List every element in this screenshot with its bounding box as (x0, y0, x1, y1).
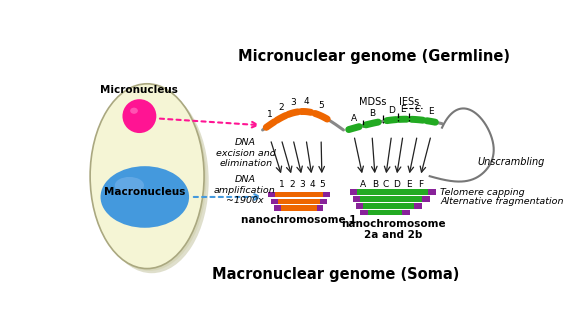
Text: A: A (351, 114, 357, 123)
Bar (271, 199, 278, 204)
Bar (428, 189, 436, 195)
Text: nanochromosome 1: nanochromosome 1 (241, 215, 357, 225)
Text: A: A (360, 180, 366, 189)
Text: 3: 3 (290, 98, 296, 108)
Text: E: E (400, 105, 406, 114)
Text: Macronuclear genome (Soma): Macronuclear genome (Soma) (212, 267, 459, 282)
Text: B: B (369, 109, 375, 118)
Text: Micronuclear genome (Germline): Micronuclear genome (Germline) (238, 49, 510, 64)
Bar (414, 203, 422, 209)
Text: Micronucleus: Micronucleus (100, 84, 178, 95)
Text: 4: 4 (309, 180, 315, 189)
Bar (360, 196, 423, 201)
Bar (317, 205, 324, 211)
Bar (280, 205, 317, 211)
Text: E: E (406, 180, 412, 189)
Bar (402, 210, 409, 215)
Text: 4: 4 (303, 97, 309, 106)
Text: E: E (428, 107, 434, 116)
Bar (422, 196, 430, 201)
Ellipse shape (130, 108, 138, 114)
Text: 5: 5 (318, 101, 324, 111)
Bar (356, 203, 364, 209)
Text: Alternative fragmentation: Alternative fragmentation (440, 197, 564, 206)
Ellipse shape (115, 177, 144, 194)
Bar (322, 192, 329, 197)
Ellipse shape (95, 88, 209, 273)
Bar (362, 203, 415, 209)
Text: Macronucleus: Macronucleus (104, 186, 186, 197)
Ellipse shape (92, 86, 206, 271)
Text: IESs: IESs (399, 97, 419, 107)
Text: Unscrambling: Unscrambling (477, 157, 545, 167)
Text: MDSs: MDSs (359, 97, 386, 107)
Text: DNA
excision and
elimination: DNA excision and elimination (216, 138, 276, 168)
Bar (350, 189, 357, 195)
Text: B: B (372, 180, 378, 189)
Text: nanochromosome
2a and 2b: nanochromosome 2a and 2b (341, 218, 446, 240)
Text: D: D (388, 106, 395, 115)
Text: C: C (414, 105, 420, 114)
Bar (367, 210, 403, 215)
Ellipse shape (100, 166, 189, 228)
Text: C: C (383, 180, 389, 189)
Text: D: D (393, 180, 400, 189)
Text: 2: 2 (289, 180, 295, 189)
Text: Telomere capping: Telomere capping (440, 188, 525, 197)
Bar (268, 192, 275, 197)
Text: 5: 5 (319, 180, 325, 189)
Bar (360, 210, 368, 215)
Text: 3: 3 (299, 180, 305, 189)
Text: 2: 2 (278, 103, 284, 112)
Bar (357, 189, 429, 195)
Text: DNA
amplification
~1900x: DNA amplification ~1900x (214, 175, 276, 205)
Ellipse shape (90, 84, 204, 269)
Bar (274, 205, 281, 211)
Bar (353, 196, 360, 201)
Text: F: F (418, 180, 423, 189)
Text: 1: 1 (279, 180, 285, 189)
Bar (277, 199, 320, 204)
Ellipse shape (122, 99, 157, 133)
Text: 1: 1 (267, 110, 273, 119)
Bar (320, 199, 327, 204)
Bar (274, 192, 324, 197)
